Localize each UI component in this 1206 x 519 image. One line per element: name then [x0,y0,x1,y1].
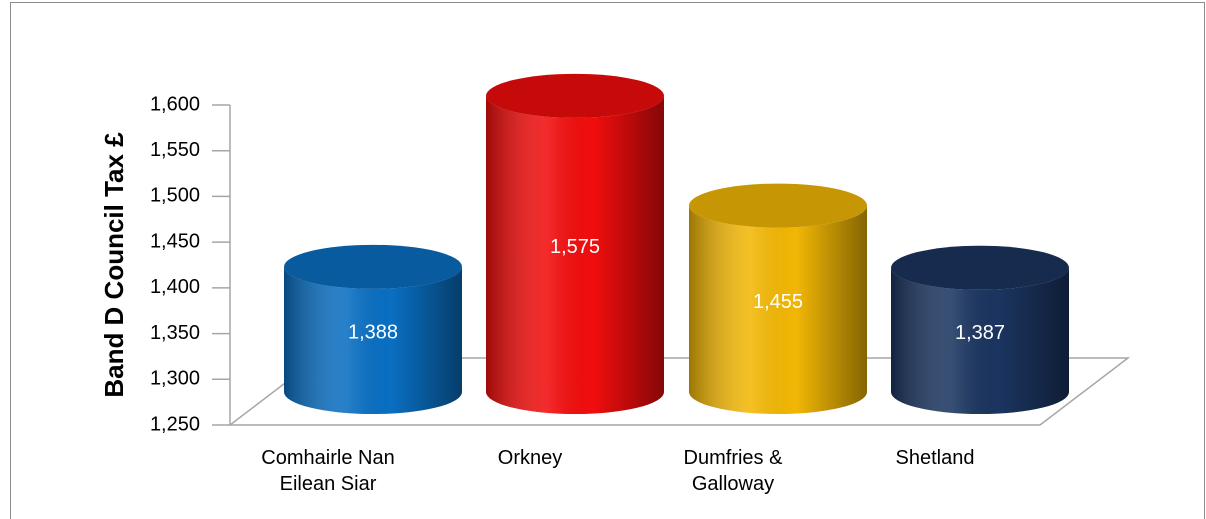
bar-shade [689,205,867,414]
bar-top [284,244,462,289]
y-tick-label: 1,450 [150,230,200,252]
x-tick-label: Orkney [497,447,563,469]
x-tick-label: Dumfries & Galloway [683,447,783,495]
bar-top-shade [486,73,664,118]
bar-shade [891,267,1069,414]
y-tick-label: 1,250 [150,413,200,435]
bar-top-shade [689,183,867,228]
data-label: 1,387 [955,322,1005,344]
bar-top [486,73,664,118]
bar-top [689,183,867,228]
y-tick-label: 1,600 [150,93,200,115]
data-label: 1,455 [753,291,803,313]
data-label: 1,388 [348,322,398,344]
y-tick-label: 1,500 [150,185,200,207]
bar-shade [486,95,664,414]
bar-shade [284,266,462,414]
x-tick-label: Shetland [895,447,975,469]
y-tick-label: 1,350 [150,322,200,344]
y-tick-label: 1,550 [150,139,200,161]
bar-top-shade [891,245,1069,290]
bar-top-shade [284,244,462,289]
bar-top [891,245,1069,290]
y-axis-title: Band D Council Tax £ [99,132,129,398]
chart-frame [10,2,1205,519]
data-label: 1,575 [550,236,600,258]
y-tick-label: 1,300 [150,368,200,390]
y-tick-label: 1,400 [150,276,200,298]
x-tick-label: Comhairle Nan Eilean Siar [261,447,395,495]
